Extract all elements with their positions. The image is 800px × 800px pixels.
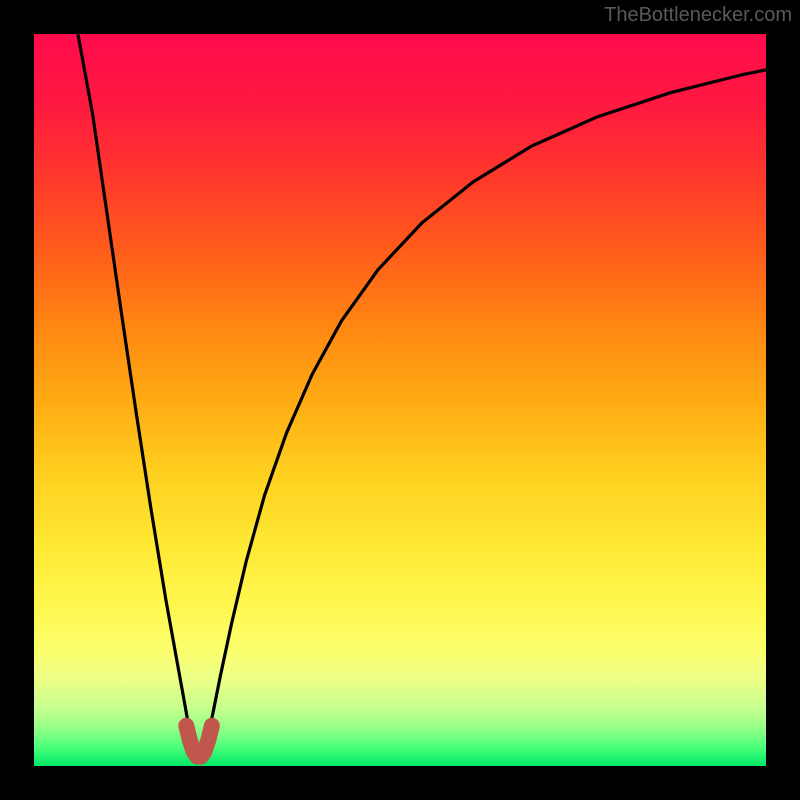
bottleneck-chart <box>0 0 800 800</box>
gradient-background <box>34 34 766 766</box>
chart-container: TheBottlenecker.com <box>0 0 800 800</box>
watermark-text: TheBottlenecker.com <box>604 4 792 27</box>
